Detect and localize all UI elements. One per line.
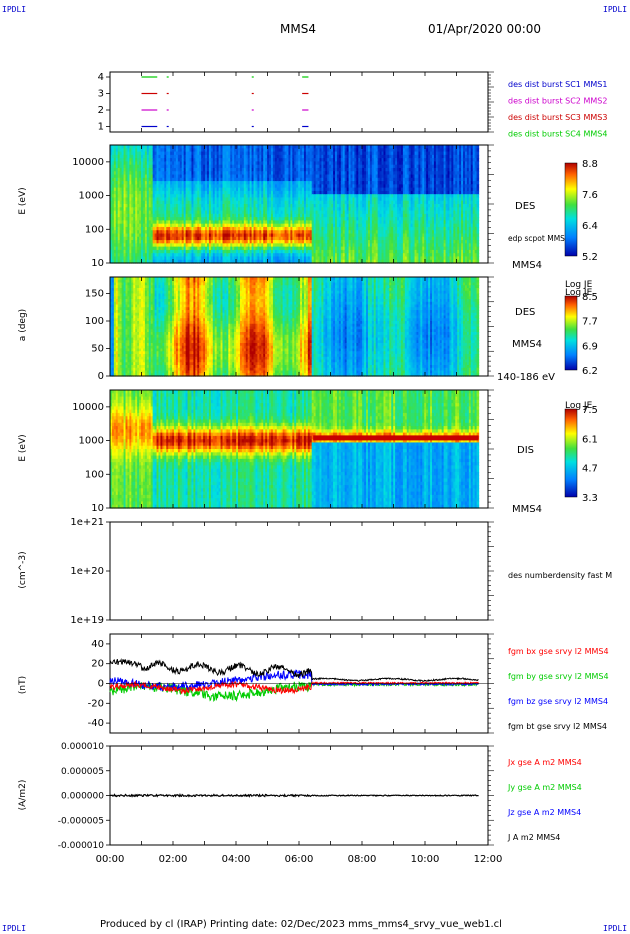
colorbar-tick-label: 7.5	[582, 405, 598, 416]
time-tick-label: 10:00	[411, 854, 440, 865]
colorbar	[565, 296, 577, 370]
current-legend-label: J A m2 MMS4	[507, 833, 560, 842]
panel-frame	[110, 522, 488, 620]
time-tick-label: 08:00	[348, 854, 377, 865]
colorbar-tick-label: 4.7	[582, 464, 598, 475]
bt-series	[110, 659, 479, 681]
colorbar-tick-label: 6.4	[582, 221, 598, 232]
colorbar-tick-label: 7.7	[582, 317, 598, 328]
y-tick-label: 40	[91, 639, 104, 650]
colorbar-tick-label: 5.2	[582, 252, 598, 263]
time-tick-label: 06:00	[285, 854, 314, 865]
y-tick-label: 10000	[72, 402, 104, 413]
y-tick-label: 1e+19	[70, 615, 104, 626]
y-tick-label: -0.000010	[58, 841, 104, 851]
bfield-legend-label: fgm bx gse srvy l2 MMS4	[508, 647, 609, 656]
current-legend-label: Jx gse A m2 MMS4	[507, 758, 582, 767]
spacecraft-label: MMS4	[512, 260, 542, 271]
y-tick-label: 100	[85, 316, 104, 327]
availability-legend-label: des dist burst SC3 MMS3	[508, 113, 607, 122]
y-tick-label: 100	[85, 469, 104, 480]
y-tick-label: -20	[88, 698, 104, 709]
scpot-label: edp scpot MMS4	[508, 234, 570, 243]
dis-label: DIS	[517, 445, 534, 456]
time-tick-label: 04:00	[222, 854, 251, 865]
colorbar-tick-label: 8.8	[582, 159, 598, 170]
y-tick-label: 10000	[72, 157, 104, 168]
panel-frame	[110, 72, 488, 132]
colorbar-tick-label: 8.5	[582, 292, 598, 303]
dis-energy-spectrogram	[110, 390, 479, 509]
current-legend-label: Jz gse A m2 MMS4	[507, 808, 581, 817]
j-series	[110, 795, 479, 797]
colorbar	[565, 163, 577, 256]
y-tick-label: 0.000005	[61, 767, 104, 777]
y-tick-label: -0.000005	[58, 816, 104, 826]
density-legend-label: des numberdensity fast M	[508, 571, 612, 580]
spacecraft-label: MMS4	[512, 339, 542, 350]
availability-legend-label: des dist burst SC2 MMS2	[508, 97, 607, 106]
colorbar	[565, 409, 577, 497]
time-tick-label: 02:00	[159, 854, 188, 865]
energy-range-label: 140-186 eV	[497, 372, 555, 383]
y-tick-label: 4	[98, 72, 104, 83]
y-tick-label: 1e+21	[70, 517, 104, 528]
time-tick-label: 12:00	[474, 854, 503, 865]
current-legend-label: Jy gse A m2 MMS4	[507, 783, 582, 792]
y-tick-label: 0.000000	[61, 792, 104, 802]
colorbar-tick-label: 6.2	[582, 366, 598, 377]
des-pitch-label: DES	[515, 307, 535, 318]
y-tick-label: 1	[98, 122, 104, 133]
y-tick-label: 50	[91, 344, 104, 355]
y-tick-label: 1000	[79, 436, 104, 447]
bfield-legend-label: fgm by gse srvy l2 MMS4	[508, 672, 609, 681]
time-tick-label: 00:00	[96, 854, 125, 865]
y-tick-label: 0	[98, 371, 104, 382]
y-tick-label: 2	[98, 105, 104, 116]
y-tick-label: 0	[98, 679, 104, 690]
y-tick-label: 20	[91, 659, 104, 670]
y-tick-label: 10	[91, 258, 104, 269]
bfield-legend-label: fgm bz gse srvy l2 MMS4	[508, 697, 608, 706]
availability-legend-label: des dist burst SC1 MMS1	[508, 80, 607, 89]
dis-red-band	[313, 435, 478, 440]
y-tick-label: 150	[85, 289, 104, 300]
y-tick-label: -40	[88, 718, 104, 729]
des-energy-label: DES	[515, 201, 535, 212]
y-tick-label: 1e+20	[70, 566, 104, 577]
colorbar-tick-label: 7.6	[582, 190, 598, 201]
colorbar-tick-label: 6.9	[582, 341, 598, 352]
y-tick-label: 10	[91, 503, 104, 514]
footer-text: Produced by cl (IRAP) Printing date: 02/…	[100, 919, 502, 930]
bfield-legend-label: fgm bt gse srvy l2 MMS4	[508, 722, 607, 731]
y-tick-label: 0.000010	[61, 742, 104, 752]
y-tick-label: 3	[98, 89, 104, 100]
availability-legend-label: des dist burst SC4 MMS4	[508, 130, 607, 139]
spacecraft-label: MMS4	[512, 504, 542, 515]
y-tick-label: 1000	[79, 191, 104, 202]
des-energy-spectrogram	[110, 145, 479, 264]
colorbar-tick-label: 3.3	[582, 493, 598, 504]
des-pitch-spectrogram	[110, 277, 479, 377]
y-tick-label: 100	[85, 224, 104, 235]
colorbar-tick-label: 6.1	[582, 434, 598, 445]
